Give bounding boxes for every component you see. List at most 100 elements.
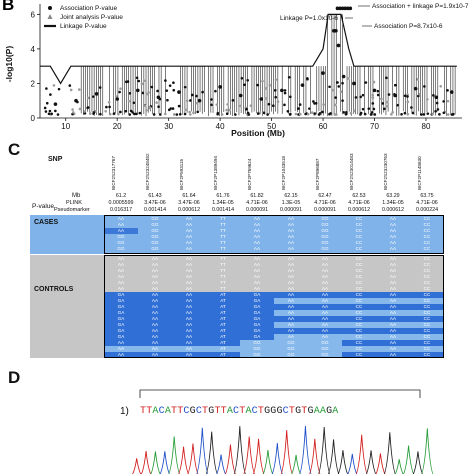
snp-name: BICF2P769624: [240, 150, 274, 190]
value-cell: 0.000612: [347, 207, 371, 213]
sequence-base: T: [140, 406, 147, 417]
background-point: [225, 112, 229, 116]
background-point: [268, 84, 272, 87]
background-point: [127, 99, 131, 103]
genotype-row: AA GG AA TT AA AA GG CC AA CC: [104, 228, 444, 234]
background-point: [363, 112, 367, 116]
background-point: [112, 112, 116, 115]
genotype-cell: AA: [376, 346, 410, 352]
genotype-cell: AA: [240, 286, 274, 292]
background-point: [246, 78, 249, 82]
genotype-cell: AA: [240, 280, 274, 286]
chromatogram-peak: [187, 443, 199, 474]
plot-axes: 0 2 4 6 10 20 30 40 50 60 70 80: [31, 4, 462, 131]
chromatogram-peak: [168, 436, 181, 474]
background-point: [266, 113, 269, 116]
association-point: [135, 88, 140, 93]
background-point: [196, 110, 200, 114]
genotype-cell: GG: [104, 240, 138, 246]
snp-name-text: BICF2P1148630: [417, 156, 422, 190]
genotype-cell: TT: [206, 280, 240, 286]
genotype-cell: AA: [172, 328, 206, 334]
genotype-cell: TT: [206, 240, 240, 246]
background-point: [44, 110, 48, 113]
background-point: [156, 89, 159, 93]
genotype-cell: AA: [138, 328, 172, 334]
genotype-row: GA AA AA AT GA AA AA CC AA CC: [104, 328, 444, 334]
genotype-cell: GG: [104, 234, 138, 240]
genotype-cell: AA: [376, 316, 410, 322]
background-point: [190, 93, 194, 97]
background-point: [267, 102, 271, 106]
chromatogram-peak: [150, 451, 161, 474]
background-point: [45, 87, 48, 90]
background-point: [195, 101, 199, 105]
value-cell: 63.75: [420, 193, 434, 199]
background-point: [306, 77, 309, 81]
genotype-cell: CC: [342, 262, 376, 268]
sequence-base: C: [233, 406, 240, 417]
genotype-cell: AA: [172, 262, 206, 268]
background-point: [157, 105, 160, 108]
genotype-cell: AA: [376, 234, 410, 240]
genotype-row: AA AA AA AT GG GG GG CC AA CC: [104, 352, 444, 358]
sequence-base: A: [152, 406, 159, 417]
genotype-cell: AA: [138, 298, 172, 304]
genotype-cell: AA: [376, 292, 410, 298]
genotype-cell: AA: [376, 240, 410, 246]
genotype-cell: AA: [104, 222, 138, 228]
genotype-row: AA AA AA TT AA AA AA CC AA CC: [104, 256, 444, 262]
association-point: [372, 88, 377, 93]
genotype-cell: AA: [308, 310, 342, 316]
value-cell: 61.82: [250, 193, 264, 199]
genotype-cell: CC: [410, 310, 444, 316]
genotype-cell: AA: [274, 304, 308, 310]
background-point: [184, 108, 187, 112]
background-point: [313, 102, 316, 105]
value-cell: 61.43: [148, 193, 162, 199]
genotype-cell: AA: [172, 216, 206, 222]
genotype-cell: TT: [206, 234, 240, 240]
background-point: [54, 109, 57, 113]
background-point: [273, 89, 277, 92]
genotype-cell: GA: [240, 304, 274, 310]
genotype-cell: AA: [274, 228, 308, 234]
genotype-cell: CC: [410, 256, 444, 262]
background-point: [195, 94, 198, 98]
background-point: [215, 103, 219, 106]
chromatogram-peak: [394, 459, 404, 474]
chromatogram-peak: [412, 451, 423, 474]
background-point: [172, 81, 175, 85]
sequence-base: T: [301, 406, 308, 417]
association-point: [334, 28, 338, 33]
genotype-cell: AA: [172, 340, 206, 346]
controls-label: CONTROLS: [34, 286, 74, 293]
background-point: [126, 80, 130, 83]
genotype-cell: AA: [138, 316, 172, 322]
genotype-cell: AA: [274, 286, 308, 292]
linkage-step-line: [40, 13, 457, 85]
genotype-cell: AA: [172, 334, 206, 340]
x-tick-label: 30: [164, 122, 173, 131]
x-tick-label: 80: [422, 122, 431, 131]
background-point: [387, 93, 391, 96]
genotype-cell: CC: [410, 246, 444, 252]
genotype-cell: CC: [342, 328, 376, 334]
sequence-base: C: [183, 406, 190, 417]
genotype-cell: CC: [342, 352, 376, 358]
genotype-cell: CC: [410, 274, 444, 280]
chromatogram-peak: [375, 453, 386, 474]
genotype-cell: AA: [138, 310, 172, 316]
genotype-cell: AA: [104, 280, 138, 286]
genotype-cell: AA: [104, 228, 138, 234]
background-point: [76, 100, 79, 104]
genotype-cell: GA: [240, 334, 274, 340]
genotype-cell: CC: [342, 234, 376, 240]
genotype-cell: GA: [240, 328, 274, 334]
sequence-base: T: [171, 406, 178, 417]
genotype-cell: CC: [342, 322, 376, 328]
association-points: [43, 6, 455, 116]
chromatogram-peak: [252, 438, 265, 474]
genotype-cell: CC: [342, 256, 376, 262]
genotype-cell: GA: [104, 316, 138, 322]
